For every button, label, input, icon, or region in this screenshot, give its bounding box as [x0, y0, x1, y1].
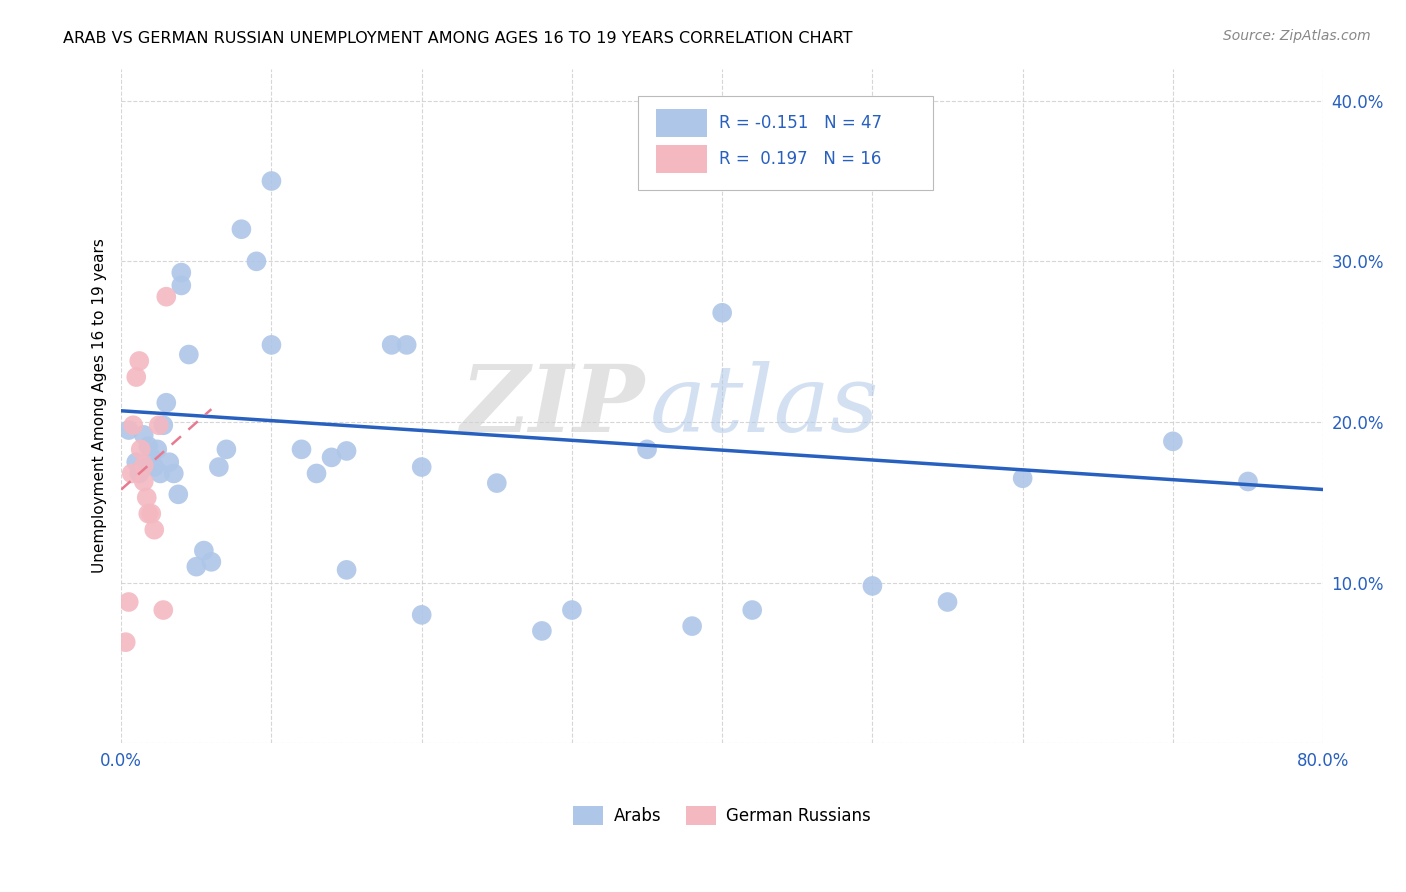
Point	[936, 595, 959, 609]
Point	[860, 579, 883, 593]
Point	[193, 543, 215, 558]
Point	[132, 458, 155, 473]
Point	[141, 507, 163, 521]
Point	[152, 418, 174, 433]
Point	[125, 370, 148, 384]
FancyBboxPatch shape	[657, 109, 707, 137]
Point	[530, 624, 553, 638]
Text: ARAB VS GERMAN RUSSIAN UNEMPLOYMENT AMONG AGES 16 TO 19 YEARS CORRELATION CHART: ARAB VS GERMAN RUSSIAN UNEMPLOYMENT AMON…	[63, 31, 853, 46]
Point	[132, 475, 155, 489]
Point	[170, 266, 193, 280]
Point	[118, 595, 141, 609]
Point	[1011, 471, 1033, 485]
Point	[636, 442, 658, 457]
Text: Source: ZipAtlas.com: Source: ZipAtlas.com	[1223, 29, 1371, 43]
Point	[143, 523, 166, 537]
Text: R =  0.197   N = 16: R = 0.197 N = 16	[718, 150, 882, 168]
Point	[125, 455, 148, 469]
Point	[1237, 475, 1260, 489]
Point	[149, 467, 172, 481]
Point	[411, 607, 433, 622]
Point	[155, 396, 177, 410]
Point	[245, 254, 267, 268]
Point	[260, 338, 283, 352]
Point	[208, 460, 231, 475]
Text: R = -0.151   N = 47: R = -0.151 N = 47	[718, 114, 882, 132]
Point	[260, 174, 283, 188]
Point	[152, 603, 174, 617]
Point	[167, 487, 190, 501]
Point	[157, 455, 180, 469]
Point	[118, 423, 141, 437]
Point	[122, 418, 145, 433]
Point	[186, 559, 208, 574]
Point	[128, 354, 150, 368]
Point	[1161, 434, 1184, 449]
Point	[561, 603, 583, 617]
Point	[114, 635, 136, 649]
Point	[381, 338, 404, 352]
Point	[335, 444, 357, 458]
Point	[121, 467, 143, 481]
Point	[741, 603, 763, 617]
Point	[136, 507, 159, 521]
Point	[136, 439, 159, 453]
FancyBboxPatch shape	[657, 145, 707, 173]
Text: ZIP: ZIP	[460, 361, 644, 451]
Point	[129, 442, 152, 457]
Point	[143, 460, 166, 475]
FancyBboxPatch shape	[638, 95, 932, 190]
Point	[321, 450, 343, 465]
Point	[141, 450, 163, 465]
Point	[485, 476, 508, 491]
Point	[231, 222, 253, 236]
Point	[163, 467, 186, 481]
Point	[290, 442, 312, 457]
Point	[681, 619, 703, 633]
Point	[135, 491, 157, 505]
Legend: Arabs, German Russians: Arabs, German Russians	[567, 799, 877, 831]
Point	[155, 290, 177, 304]
Point	[132, 428, 155, 442]
Point	[305, 467, 328, 481]
Text: atlas: atlas	[650, 361, 880, 451]
Point	[395, 338, 418, 352]
Point	[200, 555, 222, 569]
Point	[148, 418, 170, 433]
Point	[711, 306, 734, 320]
Point	[170, 278, 193, 293]
Point	[215, 442, 238, 457]
Point	[335, 563, 357, 577]
Point	[128, 467, 150, 481]
Point	[411, 460, 433, 475]
Point	[177, 347, 200, 361]
Point	[146, 442, 169, 457]
Y-axis label: Unemployment Among Ages 16 to 19 years: Unemployment Among Ages 16 to 19 years	[93, 238, 107, 574]
